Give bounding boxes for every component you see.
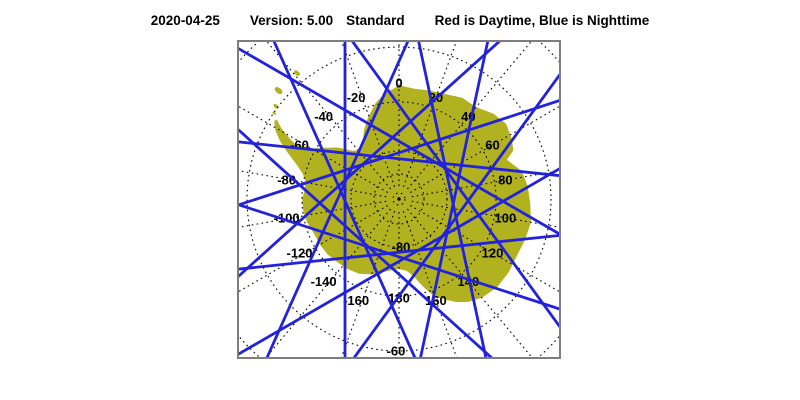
satellite-track-night [238,140,560,178]
longitude-label: -160 [343,293,369,308]
satellite-track-night [350,41,560,330]
satellite-track-night [238,166,560,356]
meridian-line [402,41,458,187]
title-date: 2020-04-25 [150,13,220,28]
longitude-label: 0 [395,76,402,91]
meridian-line [238,205,388,293]
meridian-line [238,200,387,228]
meridian-line [411,170,560,198]
longitude-label: -20 [347,90,366,105]
longitude-label: 60 [485,138,499,153]
satellite-track-night [238,203,560,311]
meridian-line [238,170,387,198]
latitude-circle [246,46,552,352]
satellite-track-night [238,233,560,271]
meridian-line [410,205,560,293]
satellite-track-night [272,41,417,358]
satellite-track-night [238,98,560,207]
latitude-circle [301,101,497,297]
island [293,70,301,76]
latitude-label: -60 [387,344,406,359]
meridian-line [238,105,388,193]
south-pole-dot [397,197,401,201]
longitude-label: 120 [482,246,504,261]
longitude-label: -120 [286,246,312,261]
satellite-track-night [419,41,490,358]
title-mode: Standard [346,13,405,28]
longitude-label: 100 [495,210,517,225]
satellite-track-night [352,71,560,358]
latitude-circle [373,173,425,225]
meridian-line [340,41,396,187]
title-version: Version: 5.00 [249,13,334,28]
meridian-line [265,41,392,190]
satellite-track-night [238,46,560,236]
meridian-line [406,208,534,358]
longitude-label: -40 [314,109,333,124]
longitude-label: -140 [311,274,337,289]
satellite-track-night [238,41,502,279]
island [274,87,283,95]
satellite-track-night [417,41,488,358]
map-frame [237,40,561,359]
meridian-line [410,105,560,193]
meridian-line [411,200,560,228]
island [272,111,276,115]
meridian-line [402,211,458,358]
meridian-line [406,41,533,190]
title-legend: Red is Daytime, Blue is Nighttime [434,13,650,28]
plot-title: 2020-04-25 Version: 5.00 Standard Red is Da… [0,13,800,28]
latitude-circle [392,192,406,206]
meridian-line [340,211,396,358]
longitude-label: 80 [498,173,512,188]
